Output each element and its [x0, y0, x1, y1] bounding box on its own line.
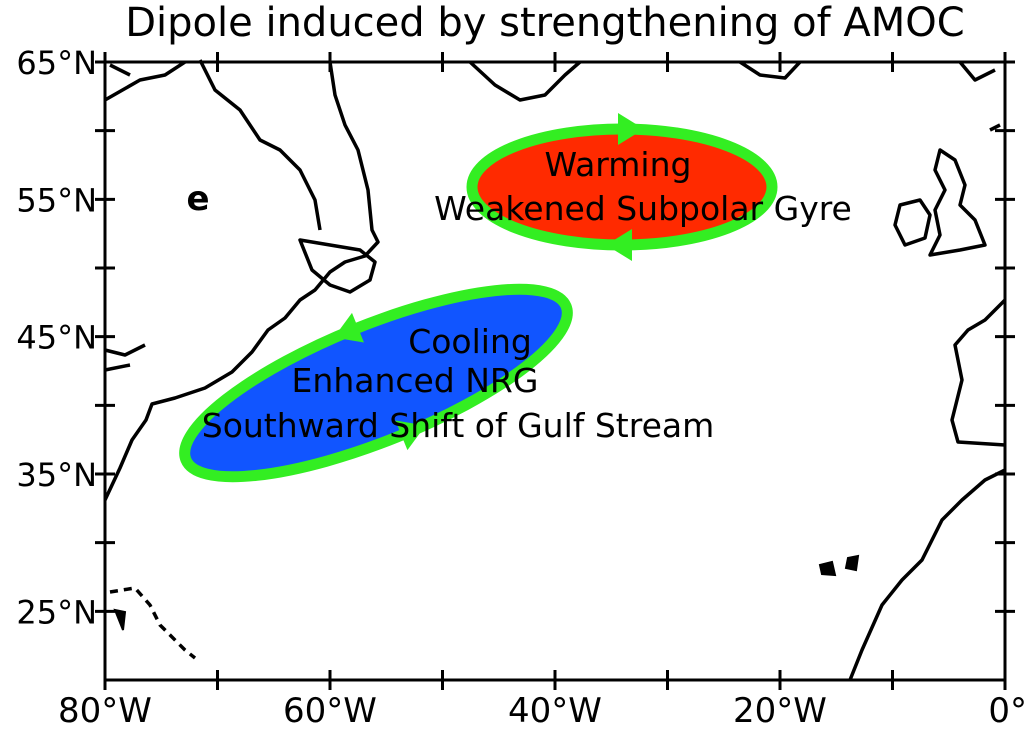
- title: Dipole induced by strengthening of AMOC: [125, 0, 964, 46]
- warming-label: Warming: [545, 145, 692, 184]
- circulation-arrow: [395, 420, 426, 451]
- warming-gyre: [466, 113, 778, 261]
- panel-label: e: [186, 179, 209, 219]
- cooling-gyre: [179, 283, 573, 483]
- lon-tick-label: 80°W: [58, 691, 152, 730]
- cooling-label: Cooling: [408, 322, 532, 361]
- circulation-arrow: [606, 229, 632, 261]
- circulation-arrow: [618, 113, 644, 145]
- lat-tick-label: 35°N: [16, 456, 97, 494]
- lon-tick-label: 40°W: [508, 691, 602, 730]
- lon-tick-label: 0°: [988, 691, 1027, 730]
- coastlines: [103, 59, 1007, 681]
- lat-tick-label: 45°N: [16, 319, 97, 357]
- cooling-label: Enhanced NRG: [292, 361, 539, 400]
- lat-tick-label: 25°N: [16, 593, 97, 631]
- cooling-label: Southward Shift of Gulf Stream: [202, 406, 715, 445]
- lat-tick-label: 65°N: [16, 44, 97, 82]
- lon-tick-label: 20°W: [733, 691, 827, 730]
- lon-tick-label: 60°W: [283, 691, 377, 730]
- warming-label: Weakened Subpolar Gyre: [434, 189, 852, 228]
- lat-tick-label: 55°N: [16, 181, 97, 219]
- circulation-arrow: [333, 312, 364, 343]
